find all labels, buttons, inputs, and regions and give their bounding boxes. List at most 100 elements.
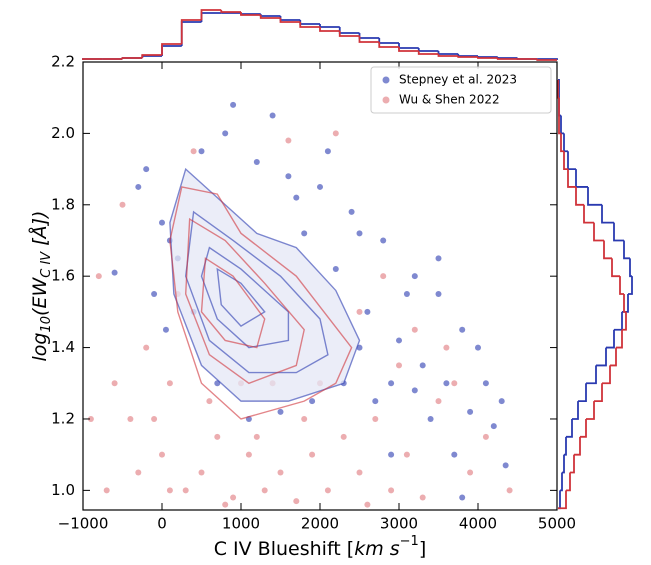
x-histogram-step — [319, 27, 340, 32]
y-histogram-step — [583, 204, 594, 224]
point — [317, 183, 323, 190]
point — [372, 415, 379, 422]
x-histogram-step — [240, 12, 261, 16]
x-histogram-step — [279, 18, 301, 23]
x-histogram-step — [496, 57, 518, 59]
point — [151, 291, 158, 298]
point — [451, 451, 458, 458]
point — [467, 408, 474, 415]
point — [348, 208, 355, 215]
legend-marker — [382, 76, 390, 84]
point — [309, 398, 316, 405]
y-histogram-step — [562, 454, 565, 474]
legend-box — [370, 66, 552, 114]
point — [253, 158, 260, 165]
point — [143, 166, 150, 173]
y-histogram-step — [603, 240, 612, 260]
point — [111, 380, 118, 387]
y-histogram-step — [614, 311, 623, 331]
y-histogram-step — [629, 258, 632, 278]
point — [443, 380, 450, 387]
y-histogram-step — [558, 490, 567, 510]
y-histogram-step — [570, 454, 575, 474]
point — [277, 469, 284, 476]
x-histogram-step — [437, 54, 459, 57]
x-histogram-step — [378, 38, 399, 44]
y-histogram-step — [564, 436, 567, 456]
legend: Stepney et al. 2023 Wu & Shen 2022 — [370, 66, 552, 114]
point — [301, 230, 308, 237]
x-histogram-step — [141, 54, 162, 58]
x-tick-label: 2000 — [301, 515, 339, 533]
y-histogram-step — [580, 418, 587, 438]
point — [459, 494, 466, 501]
contour — [169, 186, 353, 420]
y-histogram-step — [574, 436, 581, 456]
point — [198, 469, 205, 476]
point — [364, 501, 371, 508]
x-histogram-step — [477, 57, 498, 59]
point — [253, 433, 260, 440]
y-histogram-step — [558, 115, 561, 135]
point — [435, 291, 442, 298]
point — [285, 137, 292, 144]
point — [451, 380, 458, 387]
point — [388, 451, 395, 458]
legend-marker — [382, 96, 390, 104]
y-axis-label-part: log — [29, 333, 51, 362]
y-histogram-step — [594, 383, 603, 403]
x-histogram-step — [338, 31, 360, 37]
x-histogram-step — [536, 59, 557, 61]
y-histogram-step — [623, 240, 630, 260]
point — [162, 326, 169, 333]
y-tick-label: 1.4 — [51, 338, 75, 356]
y-tick-label: 1.2 — [51, 409, 75, 427]
point — [285, 173, 292, 180]
y-histogram-step — [622, 294, 629, 313]
point — [427, 415, 434, 422]
x-histogram-step — [259, 14, 281, 17]
y-histogram-step — [586, 401, 595, 420]
y-histogram-step — [593, 222, 604, 242]
point — [396, 337, 402, 344]
point — [372, 398, 379, 405]
point — [127, 415, 134, 422]
point — [166, 487, 173, 494]
point — [411, 326, 418, 333]
point — [111, 269, 118, 276]
x-histogram-step — [477, 56, 498, 58]
point — [490, 423, 497, 430]
point — [502, 462, 509, 469]
point — [119, 201, 126, 208]
x-histogram-step — [161, 43, 182, 55]
point — [261, 487, 268, 494]
x-histogram-step — [338, 27, 360, 34]
x-histogram-step — [398, 47, 419, 52]
y-histogram-step — [622, 311, 627, 331]
contour — [169, 167, 361, 402]
point — [309, 451, 316, 458]
point — [245, 451, 252, 458]
point — [403, 451, 410, 458]
point — [269, 112, 276, 119]
point — [87, 415, 94, 422]
y-histogram-step — [602, 365, 611, 385]
x-histogram-step — [141, 55, 162, 58]
x-axis-label: C IV Blueshift [km s−1] — [214, 534, 427, 560]
y-axis-label-part: [Å]) — [28, 211, 51, 252]
point — [356, 469, 363, 476]
y-axis-label-part: (EW — [29, 277, 51, 316]
point — [388, 487, 395, 494]
point — [95, 273, 102, 280]
point — [301, 415, 308, 422]
x-histogram-step — [457, 54, 478, 57]
point — [332, 130, 339, 137]
x-histogram-step — [358, 33, 380, 39]
point — [135, 469, 142, 476]
point — [364, 308, 371, 315]
x-axis-label-part: ] — [419, 538, 426, 560]
point — [198, 148, 205, 155]
point — [230, 101, 237, 108]
point — [332, 266, 339, 273]
